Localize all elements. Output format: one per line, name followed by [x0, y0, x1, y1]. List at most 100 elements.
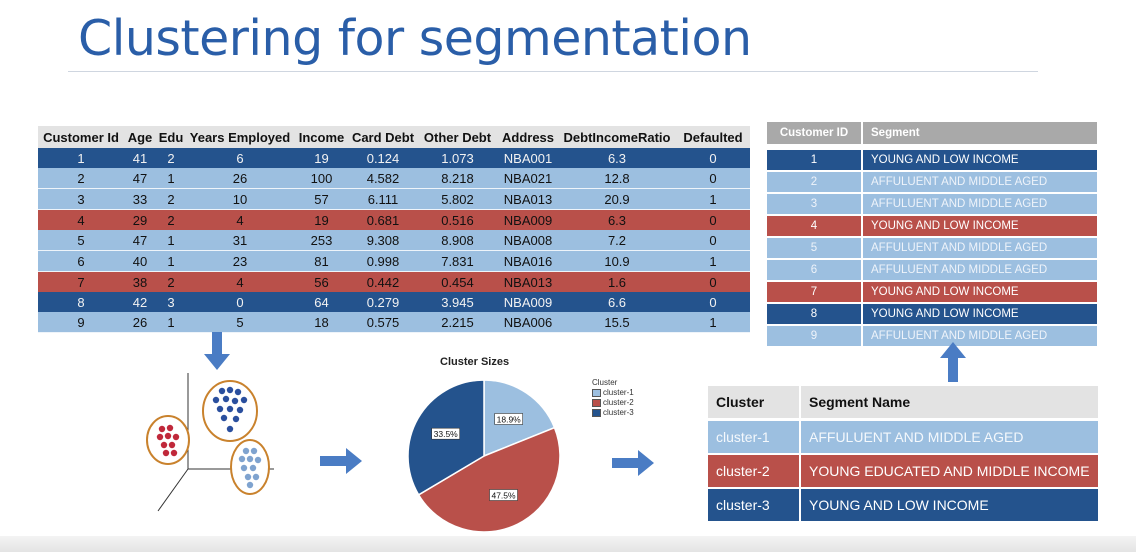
table-cell: 7 [767, 281, 863, 304]
column-header: Edu [156, 126, 186, 148]
column-header: Segment Name [800, 386, 1098, 421]
table-cell: 8 [767, 303, 863, 326]
cluster-sizes-pie-chart: 18.9% 47.5% 33.5% [407, 379, 561, 533]
table-cell: 4 [77, 212, 85, 228]
table-cell: YOUNG EDUCATED AND MIDDLE INCOME [800, 454, 1098, 489]
table-cell: 1 [676, 250, 750, 272]
table-row: 2 47 1 26 100 4.582 8.218 NBA021 12.8 0 [38, 168, 750, 189]
table-cell: YOUNG AND LOW INCOME [862, 281, 1097, 304]
table-cell: 2 [38, 168, 124, 189]
table-cell: 1 [156, 312, 186, 333]
table-cell: 26 [186, 168, 294, 189]
table-cell: 18 [294, 312, 349, 333]
table-cell: 0.124 [366, 150, 400, 166]
table-cell: 1 [676, 312, 750, 333]
table-cell: 6 [767, 259, 863, 282]
cluster-segment-name-table: Cluster Segment Name cluster-1 AFFULUENT A… [708, 386, 1098, 523]
table-row: 1 41 2 6 19 0.124 1.073 NBA001 6.3 0 [38, 148, 750, 168]
table-cell: 29 [132, 212, 148, 228]
table-cell: NBA009 [503, 212, 553, 228]
table-cell: 20.9 [558, 188, 676, 210]
table-cell: 4.582 [349, 168, 417, 189]
table-cell: AFFULUENT AND MIDDLE AGED [862, 325, 1097, 348]
legend-label: cluster-3 [603, 408, 634, 417]
table-cell: 0 [709, 150, 717, 166]
table-cell: 56 [314, 274, 329, 290]
table-row: 6 40 1 23 81 0.998 7.831 NBA016 10.9 1 [38, 250, 750, 272]
pie-slice-label: 33.5% [431, 427, 460, 440]
table-cell: 33 [124, 188, 156, 210]
column-header: Card Debt [349, 126, 417, 148]
table-cell: 3 [38, 188, 124, 210]
table-cell: NBA021 [498, 168, 558, 189]
slide-title: Clustering for segmentation [78, 10, 752, 67]
table-cell: 23 [186, 250, 294, 272]
legend-label: cluster-1 [603, 388, 634, 397]
table-cell: 0 [676, 230, 750, 251]
pie-slice-label: 47.5% [489, 489, 518, 501]
table-cell: NBA006 [498, 312, 558, 333]
table-cell: 1 [156, 168, 186, 189]
table-cell: 3 [167, 294, 175, 310]
table-cell: 0.575 [349, 312, 417, 333]
table-cell: AFFULUENT AND MIDDLE AGED [862, 171, 1097, 194]
right-arrow-icon [612, 450, 654, 476]
table-cell: NBA013 [503, 274, 553, 290]
table-cell: 19 [314, 212, 329, 228]
title-divider [68, 71, 1038, 72]
legend-swatch [592, 388, 601, 397]
table-cell: 2 [167, 274, 175, 290]
table-cell: NBA013 [498, 188, 558, 210]
table-cell: 81 [294, 250, 349, 272]
legend-item: cluster-3 [592, 408, 634, 418]
column-header: DebtIncomeRatio [558, 126, 676, 148]
chart-legend: Cluster cluster-1 cluster-2 cluster-3 [592, 378, 634, 418]
table-cell: 15.5 [558, 312, 676, 333]
table-cell: 100 [294, 168, 349, 189]
table-cell: 31 [186, 230, 294, 251]
table-cell: 9.308 [349, 230, 417, 251]
table-cell: 2 [767, 171, 863, 194]
table-cell: 0 [709, 274, 717, 290]
table-row: cluster-2 YOUNG EDUCATED AND MIDDLE INCOM… [708, 454, 1098, 489]
table-cell: 0.442 [366, 274, 400, 290]
table-cell: 38 [132, 274, 148, 290]
pie-slice-label: 18.9% [494, 413, 523, 425]
table-row: cluster-3 YOUNG AND LOW INCOME [708, 488, 1098, 523]
column-header: Cluster [708, 386, 801, 421]
table-cell: 42 [132, 294, 148, 310]
table-header-row: Customer Id Age Edu Years Employed Income Car… [38, 126, 750, 148]
table-cell: 2 [156, 188, 186, 210]
table-cell: 0 [236, 294, 244, 310]
table-cell: 8 [77, 294, 85, 310]
chart-title: Cluster Sizes [440, 356, 510, 368]
table-row: 8 42 3 0 64 0.279 3.945 NBA009 6.6 0 [38, 292, 750, 312]
column-header: Customer ID [767, 122, 863, 150]
table-cell: 0 [709, 294, 717, 310]
table-cell: 2 [167, 212, 175, 228]
right-arrow-icon [320, 448, 362, 474]
customer-data-table: Customer Id Age Edu Years Employed Income Car… [38, 126, 750, 333]
table-cell: 0 [709, 212, 717, 228]
up-arrow-icon [940, 342, 966, 382]
table-cell: cluster-1 [708, 419, 801, 455]
table-cell: 3.945 [441, 294, 474, 310]
column-header: Age [124, 126, 156, 148]
table-row: cluster-1 AFFULUENT AND MIDDLE AGED [708, 419, 1098, 455]
table-cell: 47 [124, 168, 156, 189]
table-cell: 1 [77, 150, 85, 166]
table-cell: 2.215 [417, 312, 498, 333]
table-cell: NBA001 [503, 150, 553, 166]
table-cell: NBA008 [498, 230, 558, 251]
table-cell: AFFULUENT AND MIDDLE AGED [800, 419, 1098, 455]
bottom-band [0, 536, 1136, 552]
table-cell: 10 [186, 188, 294, 210]
table-cell: 4 [767, 215, 863, 238]
table-header-row: Customer ID Segment [767, 122, 1097, 150]
table-cell: 1.6 [607, 274, 627, 290]
table-cell: 1 [676, 188, 750, 210]
column-header: Other Debt [417, 126, 498, 148]
column-header: Customer Id [38, 126, 124, 148]
table-cell: NBA009 [503, 294, 553, 310]
legend-swatch [592, 398, 601, 407]
